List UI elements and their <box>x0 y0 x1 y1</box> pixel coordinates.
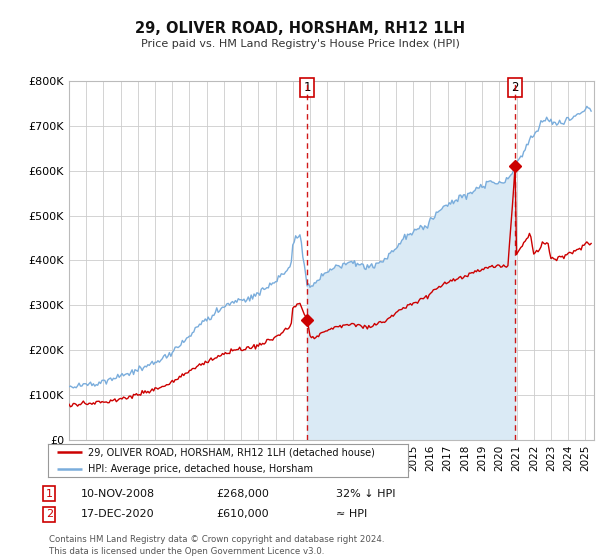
Text: 2: 2 <box>46 509 53 519</box>
Text: Price paid vs. HM Land Registry's House Price Index (HPI): Price paid vs. HM Land Registry's House … <box>140 39 460 49</box>
Text: £610,000: £610,000 <box>216 509 269 519</box>
Text: 32% ↓ HPI: 32% ↓ HPI <box>336 489 395 499</box>
Text: HPI: Average price, detached house, Horsham: HPI: Average price, detached house, Hors… <box>88 464 313 474</box>
Text: 10-NOV-2008: 10-NOV-2008 <box>81 489 155 499</box>
Text: 1: 1 <box>304 81 311 94</box>
Text: 29, OLIVER ROAD, HORSHAM, RH12 1LH (detached house): 29, OLIVER ROAD, HORSHAM, RH12 1LH (deta… <box>88 447 374 458</box>
Text: 17-DEC-2020: 17-DEC-2020 <box>81 509 155 519</box>
Text: £268,000: £268,000 <box>216 489 269 499</box>
Text: 2: 2 <box>511 81 519 94</box>
Text: Contains HM Land Registry data © Crown copyright and database right 2024.
This d: Contains HM Land Registry data © Crown c… <box>49 535 385 556</box>
Text: ≈ HPI: ≈ HPI <box>336 509 367 519</box>
Text: 29, OLIVER ROAD, HORSHAM, RH12 1LH: 29, OLIVER ROAD, HORSHAM, RH12 1LH <box>135 21 465 36</box>
Text: 1: 1 <box>46 489 53 499</box>
